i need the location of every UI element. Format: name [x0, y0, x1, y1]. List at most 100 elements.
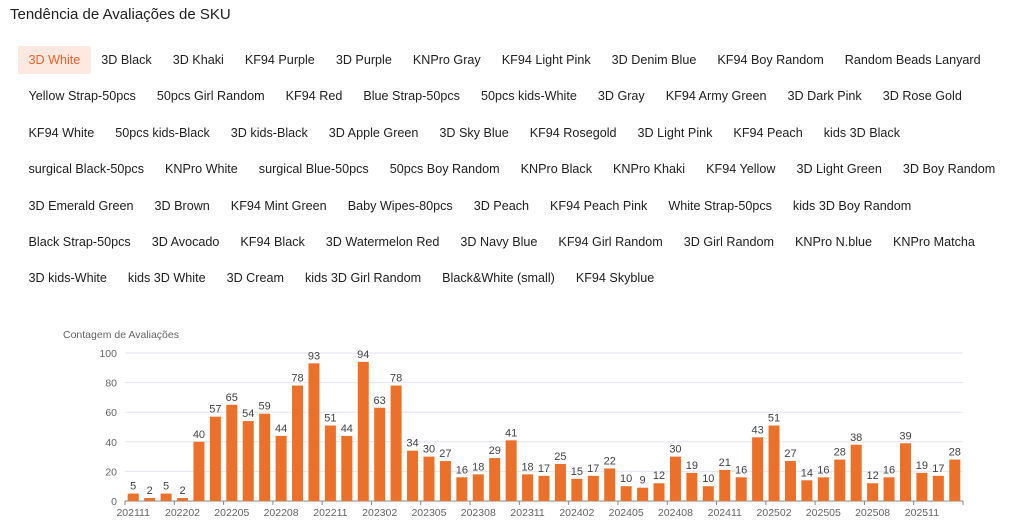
sku-tag[interactable]: Random Beads Lanyard: [844, 53, 981, 67]
sku-tag[interactable]: KNPro N.blue: [795, 234, 873, 249]
sku-tag[interactable]: 3D Denim Blue: [611, 53, 697, 67]
sku-tag[interactable]: kids 3D Boy Random: [792, 198, 912, 213]
bar: [949, 459, 961, 501]
sku-tag[interactable]: kids 3D Girl Random: [304, 271, 422, 286]
bar: [390, 385, 402, 501]
bar: [735, 477, 747, 501]
x-tick-label: 202508: [855, 507, 890, 519]
bar: [834, 459, 846, 501]
sku-tag[interactable]: 3D Peach: [473, 198, 530, 213]
sku-tag[interactable]: Black&White (small): [442, 271, 555, 286]
sku-tag[interactable]: 50pcs Boy Random: [389, 162, 500, 177]
bar: [801, 480, 813, 501]
sku-tag[interactable]: KF94 Black: [240, 234, 305, 249]
sku-tag[interactable]: 3D Apple Green: [328, 125, 419, 140]
data-label: 40: [193, 429, 205, 441]
sku-tag[interactable]: KF94 Rosegold: [529, 125, 617, 140]
sku-tag[interactable]: Baby Wipes-80pcs: [347, 198, 453, 213]
sku-tag[interactable]: KNPro White: [165, 162, 238, 177]
sku-tag[interactable]: White Strap-50pcs: [668, 198, 772, 213]
data-label: 16: [817, 464, 829, 476]
sku-tag[interactable]: KF94 Yellow: [706, 162, 776, 177]
sku-tag[interactable]: 3D Rose Gold: [882, 89, 962, 104]
sku-tag[interactable]: 50pcs Girl Random: [156, 89, 265, 104]
y-tick-label: 80: [105, 378, 117, 390]
sku-tag[interactable]: KNPro Gray: [412, 53, 481, 67]
data-label: 28: [834, 447, 846, 459]
sku-tag[interactable]: 3D Girl Random: [683, 234, 775, 249]
bar: [127, 493, 139, 501]
sku-tag[interactable]: 3D Brown: [154, 198, 210, 213]
sku-tag[interactable]: Yellow Strap-50pcs: [28, 89, 136, 104]
data-label: 38: [850, 432, 862, 444]
bar: [423, 456, 435, 501]
bar: [571, 478, 583, 501]
data-label: 78: [291, 373, 303, 385]
sku-tag[interactable]: 3D Boy Random: [902, 162, 996, 177]
bar: [702, 486, 714, 501]
sku-tag[interactable]: KF94 Red: [285, 89, 343, 104]
sku-tag[interactable]: KF94 Army Green: [665, 89, 767, 104]
sku-tag[interactable]: KF94 Purple: [244, 53, 315, 67]
data-label: 15: [571, 466, 583, 478]
data-label: 27: [784, 448, 796, 460]
sku-tag[interactable]: 3D Watermelon Red: [325, 234, 440, 249]
sku-tag[interactable]: 3D White: [18, 46, 91, 74]
bar: [686, 472, 698, 501]
x-tick-label: 202502: [757, 507, 792, 519]
sku-tag[interactable]: 3D Gray: [597, 89, 645, 104]
sku-tag[interactable]: kids 3D White: [127, 271, 206, 286]
sku-tag[interactable]: 3D kids-White: [28, 271, 107, 286]
sku-tag[interactable]: KF94 White: [28, 125, 95, 140]
data-label: 28: [949, 447, 961, 459]
sku-tag[interactable]: KF94 Peach Pink: [550, 198, 648, 213]
sku-tag[interactable]: KF94 Boy Random: [717, 53, 824, 67]
bar: [209, 416, 221, 501]
sku-tag[interactable]: KNPro Matcha: [893, 234, 975, 249]
bar: [489, 458, 501, 501]
sku-tag[interactable]: 3D Navy Blue: [460, 234, 538, 249]
x-tick-label: 202202: [165, 507, 200, 519]
x-tick-label: 202411: [708, 507, 742, 519]
sku-tag[interactable]: KF94 Girl Random: [558, 234, 663, 249]
bar: [292, 385, 304, 501]
x-tick-label: 202402: [559, 507, 594, 519]
sku-tag[interactable]: KF94 Light Pink: [501, 53, 591, 67]
data-label: 39: [899, 430, 911, 442]
data-label: 30: [423, 444, 435, 456]
sku-tag[interactable]: 50pcs kids-White: [480, 89, 577, 104]
sku-tag[interactable]: 3D Sky Blue: [439, 125, 509, 140]
bar: [883, 477, 895, 501]
bar: [554, 464, 566, 501]
data-label: 44: [341, 423, 353, 435]
data-label: 17: [538, 463, 550, 475]
sku-tag[interactable]: surgical Blue-50pcs: [258, 162, 369, 177]
sku-tag[interactable]: 3D Black: [101, 53, 152, 67]
sku-tag[interactable]: 50pcs kids-Black: [115, 125, 210, 140]
sku-tag[interactable]: 3D kids-Black: [230, 125, 308, 140]
sku-tag[interactable]: Black Strap-50pcs: [28, 234, 131, 249]
bar: [242, 421, 254, 501]
sku-tag[interactable]: 3D Light Pink: [637, 125, 713, 140]
bar: [160, 493, 172, 501]
sku-tag[interactable]: surgical Black-50pcs: [28, 162, 145, 177]
sku-tag[interactable]: KF94 Mint Green: [230, 198, 327, 213]
sku-tag[interactable]: 3D Avocado: [151, 234, 220, 249]
x-tick-label: 202302: [362, 507, 397, 519]
x-tick-label: 202211: [313, 507, 347, 519]
sku-tag[interactable]: 3D Light Green: [796, 162, 882, 177]
data-label: 25: [554, 451, 566, 463]
sku-tag[interactable]: KNPro Khaki: [613, 162, 686, 177]
sku-tag[interactable]: KNPro Black: [520, 162, 593, 177]
data-label: 29: [489, 445, 501, 457]
sku-tag[interactable]: 3D Khaki: [172, 53, 224, 67]
sku-tag[interactable]: 3D Cream: [226, 271, 284, 286]
sku-tag[interactable]: KF94 Peach: [733, 125, 803, 140]
sku-tag[interactable]: Blue Strap-50pcs: [363, 89, 460, 104]
sku-tag[interactable]: kids 3D Black: [823, 125, 901, 140]
sku-tag[interactable]: 3D Emerald Green: [28, 198, 134, 213]
sku-tag[interactable]: 3D Purple: [335, 53, 392, 67]
sku-tag[interactable]: 3D Dark Pink: [787, 89, 862, 104]
sku-tag[interactable]: KF94 Skyblue: [575, 271, 655, 286]
